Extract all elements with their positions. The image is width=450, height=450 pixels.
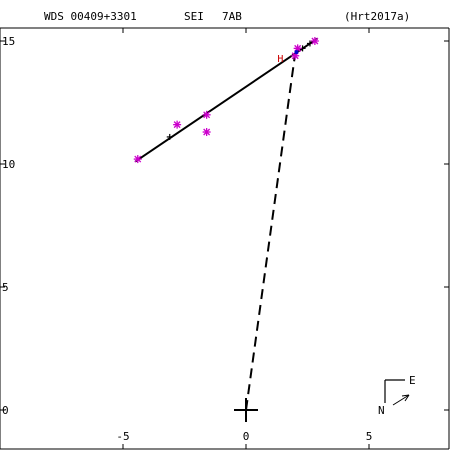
motion-arrow-shaft: [392, 394, 410, 406]
nodal-line: [245, 53, 297, 411]
chart-marks: H: [133, 37, 319, 422]
y-tick-label: 15: [2, 35, 15, 48]
orbit-line: [134, 37, 318, 163]
observation-speckle-dot: [294, 50, 299, 55]
pair-label: 7AB: [222, 10, 242, 23]
x-tick-label: 0: [243, 430, 250, 443]
compass-east-label: E: [409, 374, 416, 387]
y-tick-label: 10: [2, 158, 15, 171]
reference-label: (Hrt2017a): [344, 10, 410, 23]
x-axis-ticks: -5 0 5: [116, 28, 372, 449]
x-tick-label: 5: [366, 430, 373, 443]
y-tick-label: 5: [2, 281, 9, 294]
motion-arrow-head: [401, 394, 410, 402]
plot-frame: [0, 27, 450, 450]
observation-asterisk-stroke: [203, 128, 211, 136]
y-axis-ticks: 0 5 10 15: [0, 35, 449, 417]
compass: E N: [378, 374, 416, 417]
observation-asterisk-stroke: [134, 155, 142, 163]
observation-asterisk-stroke: [173, 121, 181, 129]
wds-id-label: WDS 00409+3301: [44, 10, 137, 23]
y-tick-label: 0: [2, 404, 9, 417]
compass-north-label: N: [378, 404, 385, 417]
observation-h-marker: H: [277, 54, 283, 65]
observation-asterisk-stroke: [311, 37, 319, 45]
x-tick-label: -5: [116, 430, 129, 443]
discoverer-label: SEI: [184, 10, 204, 23]
observation-asterisk-stroke: [203, 111, 211, 119]
